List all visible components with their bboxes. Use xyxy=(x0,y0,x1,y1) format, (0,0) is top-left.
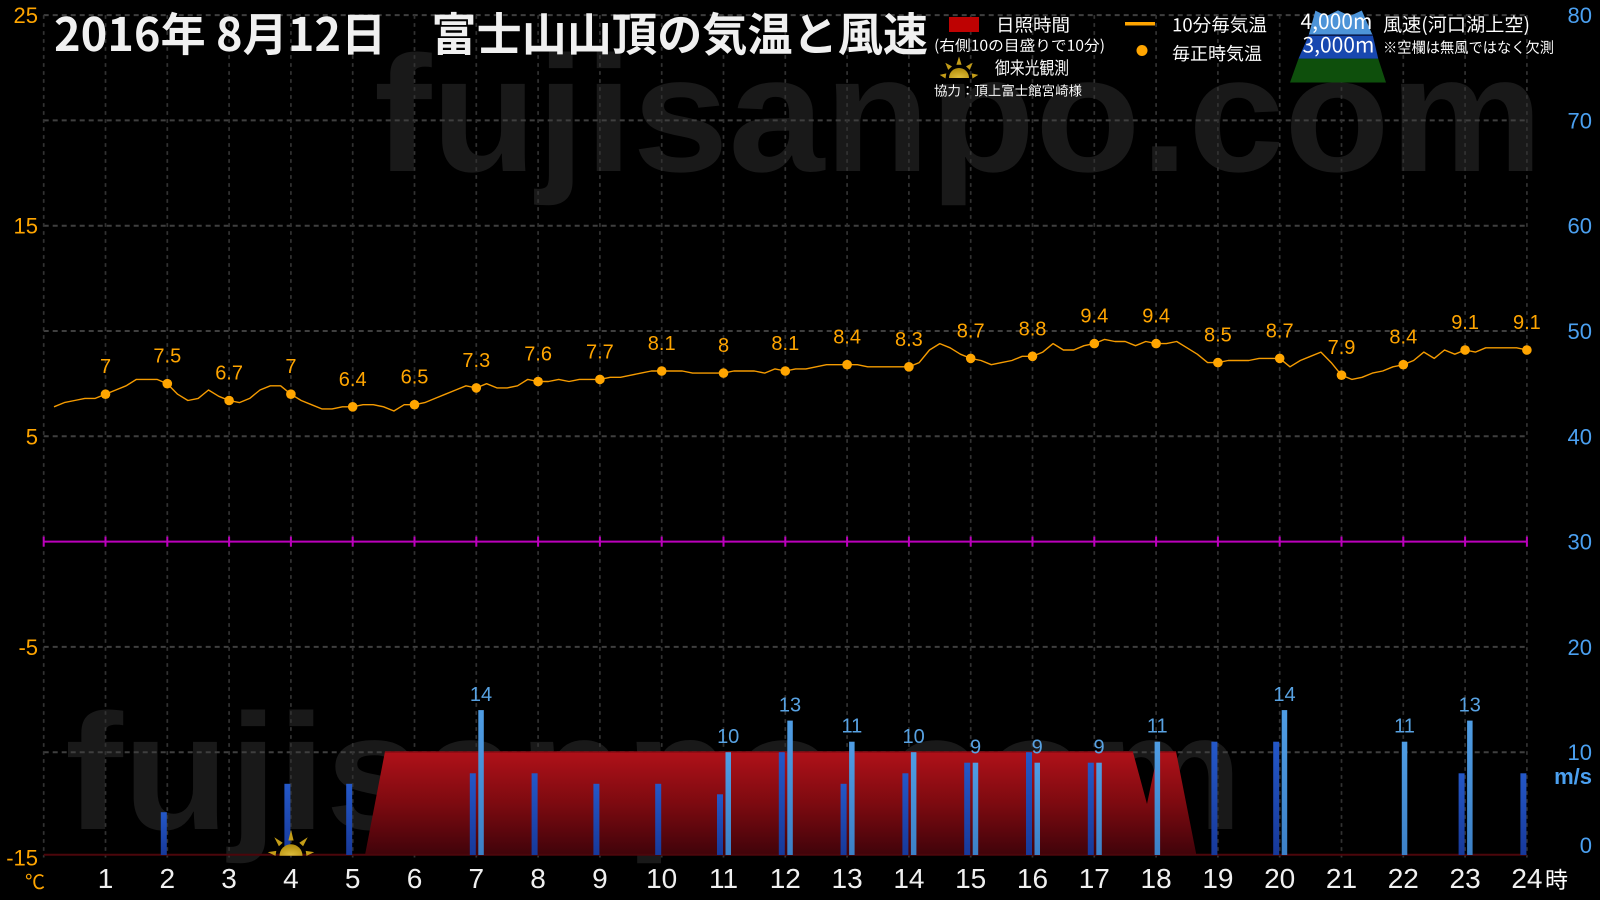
svg-text:6.4: 6.4 xyxy=(339,369,367,391)
svg-text:11: 11 xyxy=(1394,716,1415,738)
svg-text:9.1: 9.1 xyxy=(1513,312,1541,334)
svg-text:22: 22 xyxy=(1388,863,1419,894)
svg-text:12: 12 xyxy=(770,863,801,894)
svg-text:8.5: 8.5 xyxy=(1204,325,1232,347)
svg-text:0: 0 xyxy=(1580,833,1592,858)
svg-text:16: 16 xyxy=(1017,863,1048,894)
svg-text:7.6: 7.6 xyxy=(524,344,552,366)
svg-text:20: 20 xyxy=(1264,863,1295,894)
svg-text:23: 23 xyxy=(1450,863,1481,894)
svg-text:10: 10 xyxy=(717,726,739,748)
svg-text:m/s: m/s xyxy=(1554,764,1592,789)
svg-text:13: 13 xyxy=(832,863,863,894)
svg-text:10: 10 xyxy=(646,863,677,894)
svg-text:8.4: 8.4 xyxy=(1389,327,1417,349)
svg-text:25: 25 xyxy=(14,3,38,28)
svg-text:20: 20 xyxy=(1568,635,1592,660)
svg-text:7: 7 xyxy=(100,356,111,378)
svg-text:9: 9 xyxy=(1093,737,1104,759)
svg-text:8.4: 8.4 xyxy=(833,327,861,349)
svg-text:60: 60 xyxy=(1568,214,1592,239)
svg-text:50: 50 xyxy=(1568,319,1592,344)
svg-text:15: 15 xyxy=(14,214,38,239)
svg-text:5: 5 xyxy=(345,863,361,894)
svg-text:7.9: 7.9 xyxy=(1328,337,1356,359)
svg-text:2: 2 xyxy=(160,863,176,894)
svg-text:8.8: 8.8 xyxy=(1019,318,1047,340)
svg-text:8.1: 8.1 xyxy=(771,333,799,355)
svg-text:30: 30 xyxy=(1568,530,1592,555)
svg-text:8: 8 xyxy=(530,863,546,894)
svg-text:7.5: 7.5 xyxy=(153,346,181,368)
svg-text:8.7: 8.7 xyxy=(957,320,985,342)
svg-text:7: 7 xyxy=(469,863,485,894)
svg-text:19: 19 xyxy=(1202,863,1233,894)
svg-text:14: 14 xyxy=(470,684,492,706)
svg-text:8.1: 8.1 xyxy=(648,333,676,355)
svg-text:1: 1 xyxy=(98,863,114,894)
svg-text:9: 9 xyxy=(970,737,981,759)
svg-text:3: 3 xyxy=(221,863,237,894)
svg-text:5: 5 xyxy=(26,424,38,449)
svg-text:17: 17 xyxy=(1079,863,1110,894)
svg-text:11: 11 xyxy=(709,863,738,894)
svg-text:4: 4 xyxy=(283,863,299,894)
svg-text:24: 24 xyxy=(1511,863,1542,894)
svg-text:18: 18 xyxy=(1141,863,1172,894)
svg-text:14: 14 xyxy=(1273,684,1295,706)
svg-text:9.4: 9.4 xyxy=(1080,306,1108,328)
svg-text:70: 70 xyxy=(1568,108,1592,133)
svg-text:80: 80 xyxy=(1568,3,1592,28)
svg-text:13: 13 xyxy=(1459,695,1481,717)
svg-text:6.7: 6.7 xyxy=(215,363,243,385)
svg-text:15: 15 xyxy=(955,863,986,894)
svg-text:10: 10 xyxy=(1568,740,1592,765)
svg-text:8: 8 xyxy=(718,335,729,357)
svg-text:13: 13 xyxy=(779,695,801,717)
svg-text:9: 9 xyxy=(592,863,608,894)
svg-text:9.4: 9.4 xyxy=(1142,306,1170,328)
svg-text:8.7: 8.7 xyxy=(1266,320,1294,342)
svg-text:7: 7 xyxy=(285,356,296,378)
svg-text:-15: -15 xyxy=(6,846,38,871)
svg-text:-5: -5 xyxy=(18,635,38,660)
svg-text:8.3: 8.3 xyxy=(895,329,923,351)
svg-text:11: 11 xyxy=(842,716,863,738)
svg-text:10: 10 xyxy=(902,726,924,748)
svg-text:14: 14 xyxy=(893,863,924,894)
svg-text:11: 11 xyxy=(1147,716,1168,738)
svg-text:6.5: 6.5 xyxy=(401,367,429,389)
svg-text:9.1: 9.1 xyxy=(1451,312,1479,334)
svg-text:7.3: 7.3 xyxy=(462,350,490,372)
svg-text:9: 9 xyxy=(1032,737,1043,759)
svg-text:7.7: 7.7 xyxy=(586,341,614,363)
svg-text:6: 6 xyxy=(407,863,423,894)
svg-text:40: 40 xyxy=(1568,424,1592,449)
svg-text:21: 21 xyxy=(1326,863,1357,894)
